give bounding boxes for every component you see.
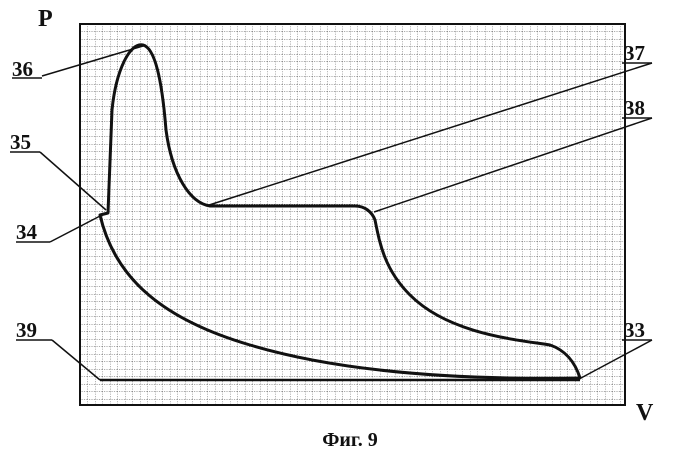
figure-caption: Фиг. 9	[322, 429, 378, 451]
plot-grid	[80, 24, 625, 405]
callout-37: 37	[624, 41, 645, 65]
callout-33: 33	[624, 318, 645, 342]
callout-35: 35	[10, 130, 31, 154]
callout-38: 38	[624, 96, 645, 120]
callout-36: 36	[12, 57, 33, 81]
callout-34: 34	[16, 220, 38, 244]
x-axis-label: V	[636, 400, 654, 426]
callout-39: 39	[16, 318, 37, 342]
y-axis-label: P	[38, 6, 53, 32]
